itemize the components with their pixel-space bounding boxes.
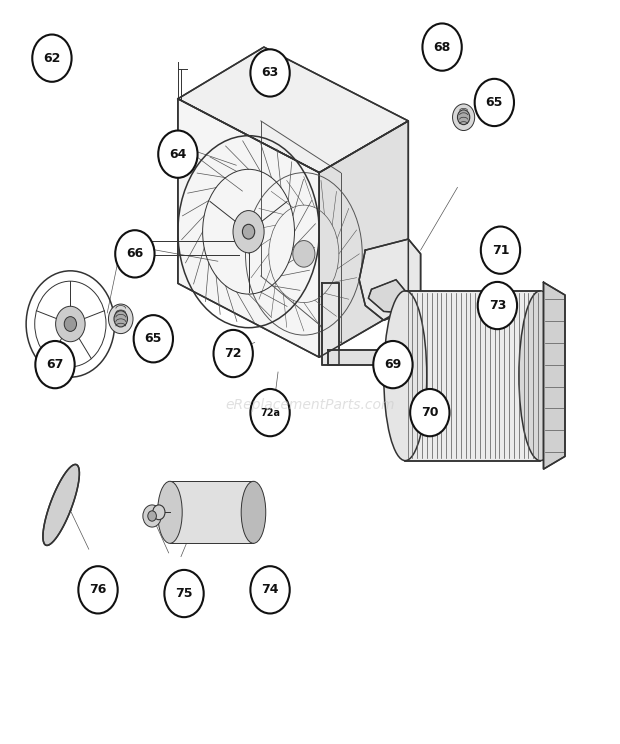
Text: 68: 68: [433, 41, 451, 54]
Text: eReplacementParts.com: eReplacementParts.com: [225, 398, 395, 412]
Polygon shape: [170, 481, 254, 543]
Ellipse shape: [519, 291, 562, 461]
Polygon shape: [359, 239, 420, 321]
Circle shape: [134, 315, 173, 362]
Text: 67: 67: [46, 358, 64, 371]
Circle shape: [164, 570, 204, 618]
Circle shape: [35, 341, 74, 388]
Circle shape: [422, 24, 462, 71]
Circle shape: [153, 505, 165, 520]
Text: 70: 70: [421, 406, 438, 419]
Text: 66: 66: [126, 247, 143, 260]
Ellipse shape: [384, 291, 427, 461]
Circle shape: [143, 505, 161, 527]
Text: 64: 64: [169, 147, 187, 161]
Circle shape: [250, 49, 290, 97]
Text: 73: 73: [489, 299, 506, 312]
Text: 65: 65: [485, 96, 503, 109]
Circle shape: [148, 511, 156, 521]
Ellipse shape: [241, 481, 266, 543]
Ellipse shape: [157, 481, 182, 543]
Text: 62: 62: [43, 51, 61, 65]
Text: 63: 63: [262, 66, 278, 80]
Polygon shape: [319, 121, 409, 357]
Circle shape: [242, 224, 255, 239]
Circle shape: [293, 240, 315, 267]
Text: 71: 71: [492, 243, 509, 257]
Text: 69: 69: [384, 358, 402, 371]
Circle shape: [115, 230, 154, 278]
Text: 76: 76: [89, 583, 107, 597]
Circle shape: [250, 389, 290, 436]
Circle shape: [114, 311, 128, 327]
Text: 75: 75: [175, 587, 193, 600]
Polygon shape: [322, 283, 340, 365]
Circle shape: [410, 389, 449, 436]
Circle shape: [64, 317, 76, 331]
Circle shape: [32, 34, 71, 82]
Polygon shape: [178, 99, 319, 357]
Circle shape: [373, 341, 413, 388]
Circle shape: [475, 79, 514, 126]
Text: 74: 74: [261, 583, 279, 597]
Circle shape: [56, 307, 85, 341]
Text: 65: 65: [144, 333, 162, 345]
Circle shape: [108, 304, 133, 333]
Text: 72a: 72a: [260, 408, 280, 417]
Polygon shape: [368, 280, 412, 313]
Circle shape: [478, 282, 517, 329]
Circle shape: [458, 110, 470, 125]
Circle shape: [78, 566, 118, 614]
Ellipse shape: [233, 211, 264, 253]
Polygon shape: [178, 47, 409, 173]
Text: 72: 72: [224, 347, 242, 360]
Circle shape: [250, 566, 290, 614]
Circle shape: [158, 130, 198, 178]
Polygon shape: [329, 350, 409, 365]
Polygon shape: [405, 291, 541, 461]
Polygon shape: [544, 282, 565, 469]
Circle shape: [481, 226, 520, 274]
Circle shape: [213, 330, 253, 377]
Polygon shape: [43, 464, 79, 545]
Circle shape: [453, 104, 475, 130]
